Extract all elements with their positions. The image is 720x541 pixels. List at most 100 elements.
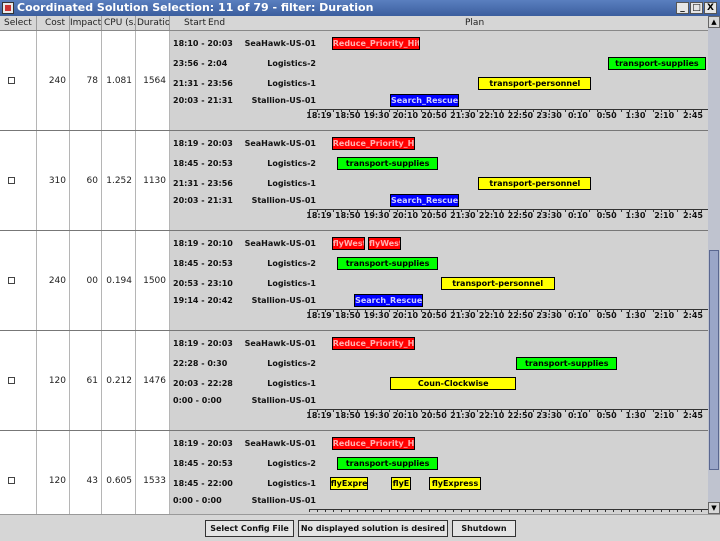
lane-resource: SeaHawk-US-01 xyxy=(244,439,316,448)
column-header-select[interactable]: Select xyxy=(0,16,37,30)
task-bar[interactable]: Reduce_Priority_Hit xyxy=(331,337,415,350)
scroll-down-arrow-icon[interactable]: ▼ xyxy=(708,502,720,514)
lane-time-range: 21:31 - 23:56 xyxy=(173,179,233,188)
lane-time-range: 23:56 - 2:04 xyxy=(173,59,228,68)
axis-tick xyxy=(357,209,358,212)
solution-row[interactable]: 120 61 0.212 1476 18:19 - 20:03 SeaHawk-US-01… xyxy=(0,331,708,431)
scroll-up-arrow-icon[interactable]: ▲ xyxy=(708,16,720,28)
vertical-scrollbar[interactable]: ▲ ▼ xyxy=(708,16,720,514)
select-checkbox[interactable] xyxy=(8,176,15,184)
task-bar[interactable]: flyE xyxy=(390,477,412,490)
select-checkbox[interactable] xyxy=(8,276,15,284)
impact-value: 60 xyxy=(86,175,98,186)
lane-resource: Logistics-1 xyxy=(267,279,316,288)
task-bar[interactable]: Search_Rescue xyxy=(354,294,424,307)
axis-tick xyxy=(349,109,350,112)
select-checkbox[interactable] xyxy=(8,476,15,484)
time-axis: 18:19 18:50 19:30 20:10 20:50 21:30 22:10 22:50… xyxy=(306,409,708,423)
task-bar[interactable]: Reduce_Priority_Hit xyxy=(331,437,415,450)
axis-tick xyxy=(317,109,318,112)
axis-tick xyxy=(309,309,310,312)
axis-tick xyxy=(509,209,510,212)
task-bar[interactable]: transport-supplies xyxy=(336,257,439,270)
task-bar[interactable]: flyWest xyxy=(368,237,401,250)
column-header-duration[interactable]: Duration xyxy=(137,16,170,30)
cost-value: 120 xyxy=(48,375,66,386)
plan-gantt: 18:19 - 20:10 SeaHawk-US-01 flyWest flyWest… xyxy=(170,231,708,330)
axis-tick xyxy=(357,309,358,312)
task-bar[interactable]: transport-personnel xyxy=(478,177,592,190)
axis-tick xyxy=(621,309,622,312)
axis-tick-label: 2:10 xyxy=(654,211,675,220)
axis-tick xyxy=(493,209,494,212)
select-cell xyxy=(0,31,37,130)
axis-tick xyxy=(413,409,414,412)
cpu-value: 1.252 xyxy=(106,175,132,186)
axis-tick xyxy=(381,409,382,412)
axis-tick xyxy=(677,509,678,512)
minimize-button[interactable]: _ xyxy=(676,2,689,14)
axis-tick xyxy=(573,109,574,112)
axis-tick xyxy=(653,109,654,112)
axis-tick xyxy=(693,209,694,212)
lane-resource: Stallion-US-01 xyxy=(251,496,316,505)
plan-gantt: 18:19 - 20:03 SeaHawk-US-01 Reduce_Priorit… xyxy=(170,331,708,430)
column-header-cpu[interactable]: CPU (s... xyxy=(104,16,136,30)
lane-time-range: 18:45 - 20:53 xyxy=(173,159,233,168)
task-bar[interactable]: flyExpress xyxy=(329,477,369,490)
axis-tick xyxy=(421,209,422,212)
task-bar[interactable]: transport-personnel xyxy=(440,277,555,290)
select-config-button[interactable]: Select Config File xyxy=(205,520,294,537)
axis-tick xyxy=(693,109,694,112)
axis-tick xyxy=(677,109,678,112)
axis-tick xyxy=(373,409,374,412)
axis-tick xyxy=(477,509,478,512)
lane-resource: Stallion-US-01 xyxy=(251,196,316,205)
axis-tick xyxy=(581,309,582,312)
solution-row[interactable]: 120 43 0.605 1533 18:19 - 20:03 SeaHawk-US-01… xyxy=(0,431,708,514)
axis-tick xyxy=(533,409,534,412)
maximize-button[interactable]: □ xyxy=(690,2,703,14)
task-bar[interactable]: Search_Rescue xyxy=(389,94,459,107)
column-header-impact[interactable]: Impact xyxy=(70,16,102,30)
task-bar[interactable]: Reduce_Priority_Hit xyxy=(331,37,420,50)
task-bar[interactable]: transport-supplies xyxy=(336,157,439,170)
close-button[interactable]: X xyxy=(704,2,717,14)
axis-tick xyxy=(637,309,638,312)
axis-tick xyxy=(629,409,630,412)
no-solution-button[interactable]: No displayed solution is desired xyxy=(298,520,448,537)
select-checkbox[interactable] xyxy=(8,376,15,384)
select-checkbox[interactable] xyxy=(8,76,15,84)
task-bar[interactable]: transport-supplies xyxy=(607,57,706,70)
lane-resource: SeaHawk-US-01 xyxy=(244,139,316,148)
solution-row[interactable]: 240 00 0.194 1500 18:19 - 20:10 SeaHawk-US-01… xyxy=(0,231,708,331)
axis-tick xyxy=(445,509,446,512)
plan-lane: 18:19 - 20:03 SeaHawk-US-01 Reduce_Priorit… xyxy=(170,136,708,152)
axis-tick-label: 18:50 xyxy=(335,211,361,220)
task-bar[interactable]: Search_Rescue xyxy=(389,194,459,207)
task-bar[interactable]: transport-supplies xyxy=(516,357,618,370)
axis-tick-label: 20:10 xyxy=(392,111,419,120)
task-bar[interactable]: transport-supplies xyxy=(336,457,439,470)
solution-row[interactable]: 310 60 1.252 1130 18:19 - 20:03 SeaHawk-US-01… xyxy=(0,131,708,231)
plan-gantt: 18:19 - 20:03 SeaHawk-US-01 Reduce_Priorit… xyxy=(170,431,708,514)
solution-row[interactable]: 240 78 1.081 1564 18:10 - 20:03 SeaHawk-US-01… xyxy=(0,31,708,131)
task-bar[interactable]: flyExpress xyxy=(429,477,481,490)
axis-tick xyxy=(365,409,366,412)
axis-tick xyxy=(397,309,398,312)
axis-tick xyxy=(517,409,518,412)
task-bar[interactable]: Coun-Clockwise xyxy=(389,377,517,390)
task-bar[interactable]: Reduce_Priority_Hit xyxy=(331,137,415,150)
task-bar[interactable]: transport-personnel xyxy=(478,77,592,90)
column-header-plan[interactable]: Start End Plan xyxy=(170,16,708,30)
shutdown-button[interactable]: Shutdown xyxy=(452,520,516,537)
task-bar[interactable]: flyWest xyxy=(331,237,365,250)
axis-tick xyxy=(421,309,422,312)
scroll-thumb[interactable] xyxy=(709,250,719,470)
column-header-cost[interactable]: Cost xyxy=(37,16,70,30)
axis-tick xyxy=(509,309,510,312)
axis-tick xyxy=(349,509,350,512)
axis-tick xyxy=(581,509,582,512)
axis-tick xyxy=(469,409,470,412)
lane-resource: Logistics-1 xyxy=(267,379,316,388)
